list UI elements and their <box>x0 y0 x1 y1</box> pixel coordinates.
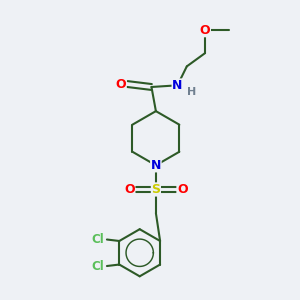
Text: N: N <box>172 79 183 92</box>
Text: H: H <box>187 87 196 97</box>
Text: O: O <box>200 24 210 37</box>
Text: O: O <box>124 183 135 196</box>
Text: O: O <box>177 183 188 196</box>
Text: Cl: Cl <box>92 260 104 272</box>
Text: N: N <box>151 159 161 172</box>
Text: O: O <box>116 77 126 91</box>
Text: Cl: Cl <box>92 233 104 246</box>
Text: S: S <box>152 183 160 196</box>
